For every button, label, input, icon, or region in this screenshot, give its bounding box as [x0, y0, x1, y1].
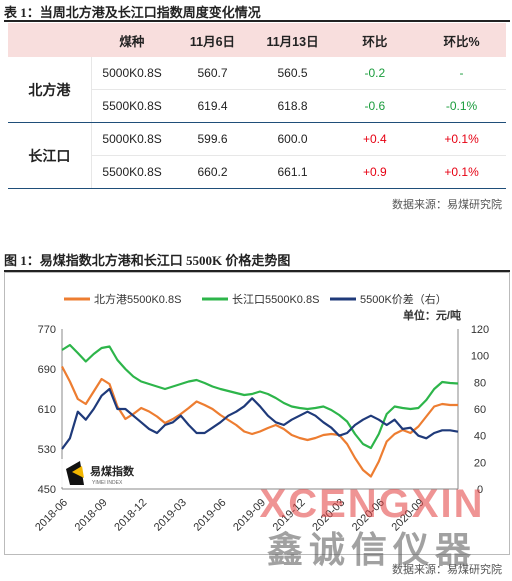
coal-cell: 5000K0.8S	[91, 57, 173, 90]
chart-frame	[4, 272, 510, 555]
table-source: 数据来源：易煤研究院	[392, 199, 502, 211]
figure-caption-rule	[4, 270, 510, 272]
logo-accent-icon	[72, 466, 84, 478]
nov13-cell: 600.0	[252, 122, 333, 156]
header-wow: 环比	[332, 23, 418, 57]
wow-pct-cell: +0.1%	[417, 155, 506, 189]
y-tick-right: 80	[474, 377, 486, 389]
figure-caption: 图 1：易煤指数北方港和长江口 5500K 价格走势图	[4, 253, 291, 268]
watermark-bottom: 鑫诚信仪器	[267, 529, 477, 570]
table-header-row: 煤种 11月6日 11月13日 环比 环比%	[8, 23, 506, 57]
header-wow-pct: 环比%	[417, 23, 506, 57]
table-row: 北方港 5000K0.8S 560.7 560.5 -0.2 -	[8, 57, 506, 123]
y-tick-right: 120	[471, 324, 489, 336]
wow-pct-cell: +0.1%	[417, 122, 506, 156]
nov6-cell: 660.2	[172, 155, 253, 189]
table-caption: 表 1：当周北方港及长江口指数周度变化情况	[4, 5, 261, 20]
x-tick: 2018-06	[33, 497, 70, 534]
y-tick-right: 100	[471, 351, 489, 363]
series-line-1	[61, 343, 459, 450]
nov13-cell: 661.1	[252, 155, 333, 189]
x-tick: 2019-03	[152, 497, 189, 534]
table-row: 长江口 5000K0.8S 599.6 600.0 +0.4 +0.1%	[8, 122, 506, 189]
y-tick-right: 60	[474, 404, 486, 416]
y-tick-right: 40	[474, 431, 486, 443]
nov6-cell: 619.4	[172, 89, 253, 123]
header-port	[8, 23, 92, 57]
wow-pct-cell: -0.1%	[417, 89, 506, 123]
header-nov13: 11月13日	[252, 23, 333, 57]
watermark-top: XCENGXIN	[260, 482, 485, 526]
legend-label-2: 5500K价差（右）	[360, 292, 447, 306]
unit-label: 单位：元/吨	[403, 308, 461, 322]
y-tick-right: 20	[474, 457, 486, 469]
wow-pct-cell: -	[417, 57, 506, 90]
wow-cell: +0.4	[332, 122, 418, 156]
table-row: 5500K0.8S 660.2 661.1 +0.9 +0.1%	[8, 155, 506, 189]
table-row: 5500K0.8S 619.4 618.8 -0.6 -0.1%	[8, 89, 506, 123]
nov6-cell: 560.7	[172, 57, 253, 90]
series-line-2	[61, 387, 459, 450]
wow-cell: -0.2	[332, 57, 418, 90]
series-line-0	[61, 365, 458, 478]
port-north: 北方港	[8, 57, 92, 123]
y-tick-left: 770	[38, 324, 56, 336]
y-tick-left: 610	[38, 404, 56, 416]
coal-index-table: 煤种 11月6日 11月13日 环比 环比% 北方港 5000K0.8S 560…	[8, 23, 506, 189]
header-coal: 煤种	[91, 23, 173, 57]
wow-cell: -0.6	[332, 89, 418, 123]
logo-subtext: YIMEI INDEX	[92, 480, 123, 486]
legend-label-0: 北方港5500K0.8S	[94, 292, 181, 306]
nov13-cell: 560.5	[252, 57, 333, 90]
y-tick-left: 690	[38, 364, 56, 376]
wow-cell: +0.9	[332, 155, 418, 189]
legend-label-1: 长江口5500K0.8S	[232, 293, 319, 306]
x-tick: 2018-12	[112, 497, 149, 534]
nov6-cell: 599.6	[172, 122, 253, 156]
port-yangtze: 长江口	[8, 122, 92, 189]
coal-cell: 5500K0.8S	[91, 155, 173, 189]
coal-cell: 5500K0.8S	[91, 89, 173, 123]
header-nov6: 11月6日	[172, 23, 253, 57]
coal-cell: 5000K0.8S	[91, 122, 173, 156]
y-tick-right: 0	[477, 484, 483, 496]
figure-source: 数据来源：易煤研究院	[392, 564, 502, 576]
table-caption-rule	[4, 20, 510, 22]
x-tick: 2018-09	[73, 497, 110, 534]
y-tick-left: 450	[38, 484, 56, 496]
nov13-cell: 618.8	[252, 89, 333, 123]
logo-text: 易煤指数	[90, 464, 135, 478]
y-tick-left: 530	[38, 444, 56, 456]
x-tick: 2019-06	[191, 497, 228, 534]
